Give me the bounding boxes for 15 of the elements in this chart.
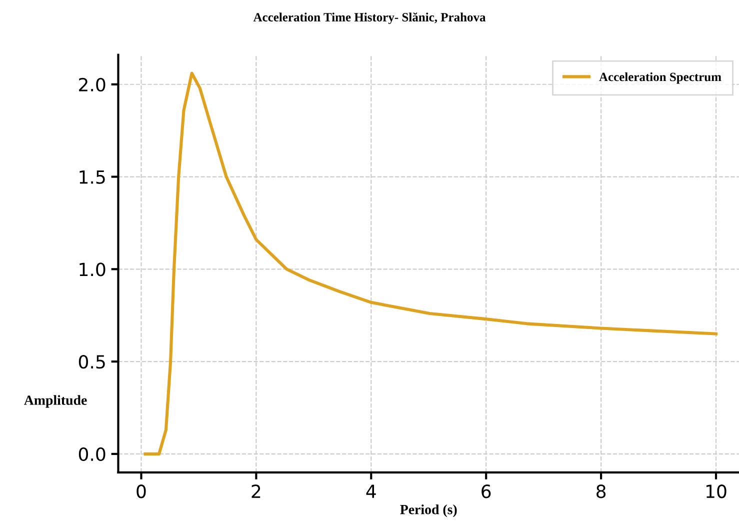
chart-title: Acceleration Time History- Slănic, Prahova xyxy=(253,12,486,24)
y-axis-title: Amplitude xyxy=(24,395,87,408)
x-tick-label: 4 xyxy=(366,484,376,498)
y-tick-label: 1.5 xyxy=(80,170,105,184)
y-tick-label: 2.0 xyxy=(79,78,106,92)
y-tick-label: 1.0 xyxy=(80,262,106,276)
x-tick-label: 10 xyxy=(706,484,726,498)
x-tick-label: 6 xyxy=(482,484,491,498)
x-axis-title: Period (s) xyxy=(400,504,457,518)
x-tick-label: 8 xyxy=(596,484,606,498)
y-tick-label: 0.5 xyxy=(78,355,105,369)
x-tick-label: 0 xyxy=(136,484,146,498)
x-tick-label: 2 xyxy=(252,484,260,498)
legend-label: Acceleration Spectrum xyxy=(599,72,722,84)
y-tick-label: 0.0 xyxy=(78,447,106,462)
